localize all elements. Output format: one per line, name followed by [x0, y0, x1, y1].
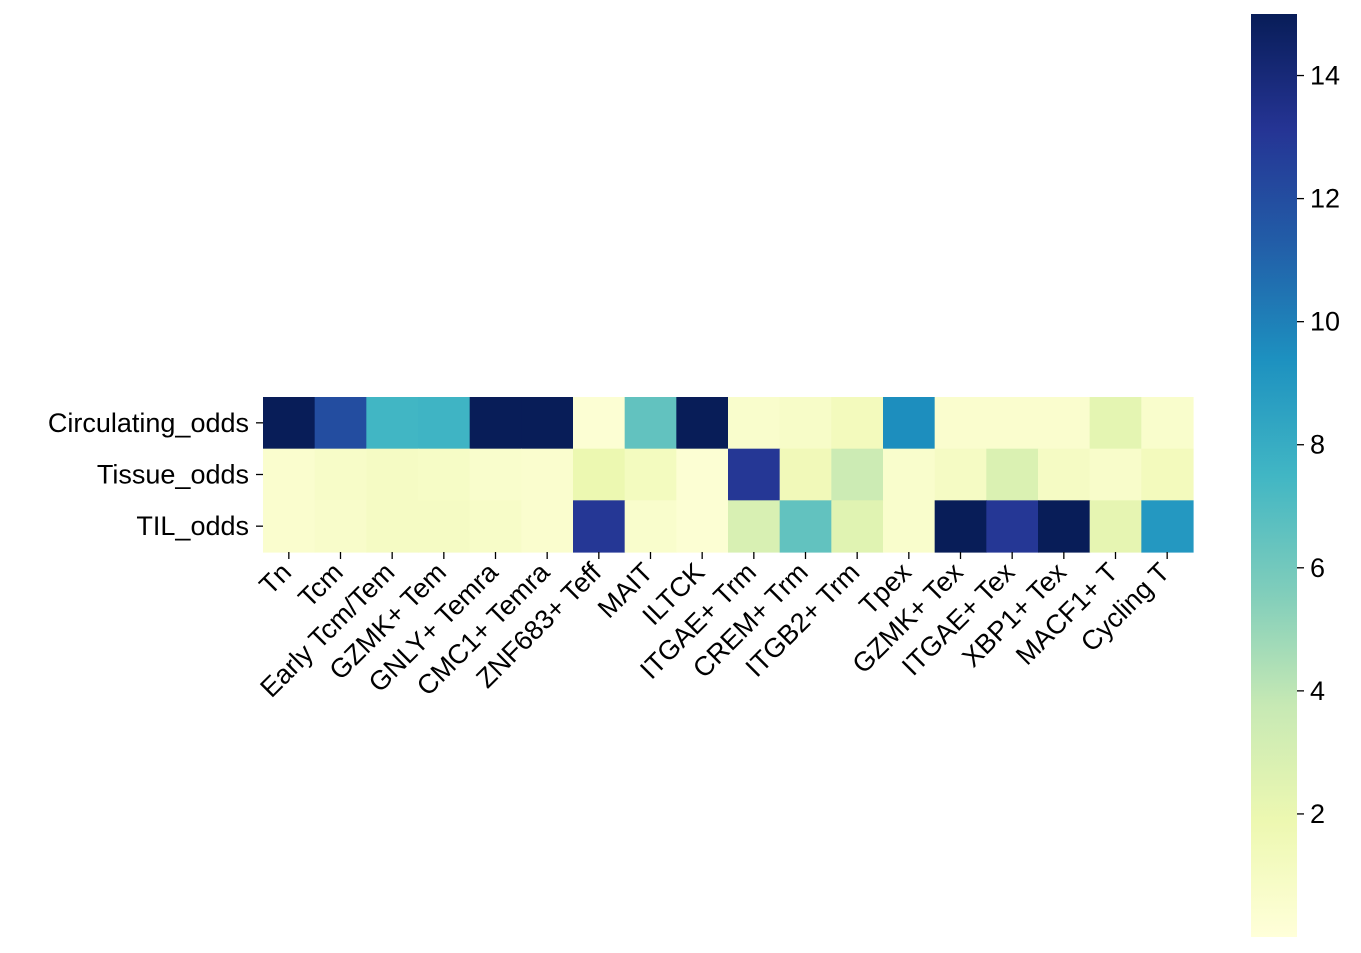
heatmap-cell-circulating-odds-gzmk-tex: [934, 397, 987, 450]
heatmap-cell-tissue-odds-tpex: [883, 448, 936, 501]
heatmap-cell-circulating-odds-tpex: [883, 397, 936, 450]
heatmap-cell-circulating-odds-macf1-t: [1089, 397, 1142, 450]
heatmap-cell-til-odds-tpex: [883, 500, 936, 553]
colorbar: 2 4 6 8 10 12 14: [1251, 14, 1340, 937]
heatmap-cell-til-odds-xbp1-tex: [1038, 500, 1091, 553]
colorbar-gradient: [1251, 14, 1297, 937]
heatmap-cell-til-odds-iltck: [676, 500, 729, 553]
heatmap-cell-tissue-odds-cmc1-temra: [521, 448, 574, 501]
heatmap-cell-tissue-odds-znf683-teff: [573, 448, 626, 501]
heatmap-cell-circulating-odds-tn: [263, 397, 316, 450]
heatmap-cell-tissue-odds-tn: [263, 448, 316, 501]
colorbar-tick-label: 4: [1310, 676, 1325, 706]
heatmap-cell-circulating-odds-early-tcm-tem: [366, 397, 419, 450]
heatmap-cell-circulating-odds-znf683-teff: [573, 397, 626, 450]
heatmap-cells: [263, 397, 1194, 553]
heatmap-cell-tissue-odds-xbp1-tex: [1038, 448, 1091, 501]
heatmap-cell-til-odds-gzmk-tem: [418, 500, 471, 553]
heatmap-cell-circulating-odds-cmc1-temra: [521, 397, 574, 450]
heatmap-cell-circulating-odds-itgae-trm: [728, 397, 781, 450]
row-label-til-odds: TIL_odds: [136, 511, 249, 541]
heatmap-cell-tissue-odds-itgae-trm: [728, 448, 781, 501]
row-labels: Circulating_odds Tissue_odds TIL_odds: [48, 408, 263, 541]
heatmap-cell-circulating-odds-crem-trm: [779, 397, 832, 450]
heatmap-cell-tissue-odds-itgae-tex: [986, 448, 1039, 501]
heatmap-cell-til-odds-crem-trm: [779, 500, 832, 553]
heatmap-cell-til-odds-cycling-t: [1141, 500, 1194, 553]
colorbar-tick-label: 14: [1310, 61, 1340, 91]
heatmap-cell-til-odds-cmc1-temra: [521, 500, 574, 553]
heatmap-cell-circulating-odds-itgae-tex: [986, 397, 1039, 450]
heatmap-cell-tissue-odds-gnly-temra: [469, 448, 522, 501]
heatmap-cell-tissue-odds-tcm: [314, 448, 367, 501]
heatmap-cell-til-odds-itgb2-trm: [831, 500, 884, 553]
heatmap-cell-tissue-odds-macf1-t: [1089, 448, 1142, 501]
heatmap-cell-til-odds-gnly-temra: [469, 500, 522, 553]
heatmap-cell-tissue-odds-gzmk-tex: [934, 448, 987, 501]
column-label-tn: Tn: [254, 557, 297, 600]
row-label-circulating-odds: Circulating_odds: [48, 408, 249, 438]
heatmap-cell-circulating-odds-xbp1-tex: [1038, 397, 1091, 450]
heatmap-cell-til-odds-tn: [263, 500, 316, 553]
heatmap-cell-til-odds-early-tcm-tem: [366, 500, 419, 553]
heatmap-cell-circulating-odds-gzmk-tem: [418, 397, 471, 450]
heatmap-cell-tissue-odds-crem-trm: [779, 448, 832, 501]
heatmap-cell-circulating-odds-gnly-temra: [469, 397, 522, 450]
heatmap-cell-tissue-odds-iltck: [676, 448, 729, 501]
heatmap-cell-circulating-odds-cycling-t: [1141, 397, 1194, 450]
colorbar-tick-label: 12: [1310, 184, 1340, 214]
heatmap-cell-til-odds-itgae-tex: [986, 500, 1039, 553]
colorbar-tick-label: 8: [1310, 430, 1325, 460]
colorbar-tick-label: 10: [1310, 307, 1340, 337]
heatmap-cell-tissue-odds-mait: [624, 448, 677, 501]
heatmap-cell-tissue-odds-early-tcm-tem: [366, 448, 419, 501]
heatmap-cell-circulating-odds-tcm: [314, 397, 367, 450]
heatmap-cell-tissue-odds-itgb2-trm: [831, 448, 884, 501]
heatmap-cell-til-odds-mait: [624, 500, 677, 553]
heatmap-cell-til-odds-itgae-trm: [728, 500, 781, 553]
heatmap-cell-til-odds-macf1-t: [1089, 500, 1142, 553]
row-label-tissue-odds: Tissue_odds: [97, 460, 249, 490]
heatmap-cell-tissue-odds-cycling-t: [1141, 448, 1194, 501]
heatmap-cell-tissue-odds-gzmk-tem: [418, 448, 471, 501]
colorbar-tick-label: 2: [1310, 799, 1325, 829]
heatmap-cell-til-odds-gzmk-tex: [934, 500, 987, 553]
heatmap-cell-circulating-odds-mait: [624, 397, 677, 450]
colorbar-tick-label: 6: [1310, 553, 1325, 583]
heatmap-cell-til-odds-znf683-teff: [573, 500, 626, 553]
heatmap-cell-circulating-odds-iltck: [676, 397, 729, 450]
heatmap-cell-circulating-odds-itgb2-trm: [831, 397, 884, 450]
heatmap-cell-til-odds-tcm: [314, 500, 367, 553]
